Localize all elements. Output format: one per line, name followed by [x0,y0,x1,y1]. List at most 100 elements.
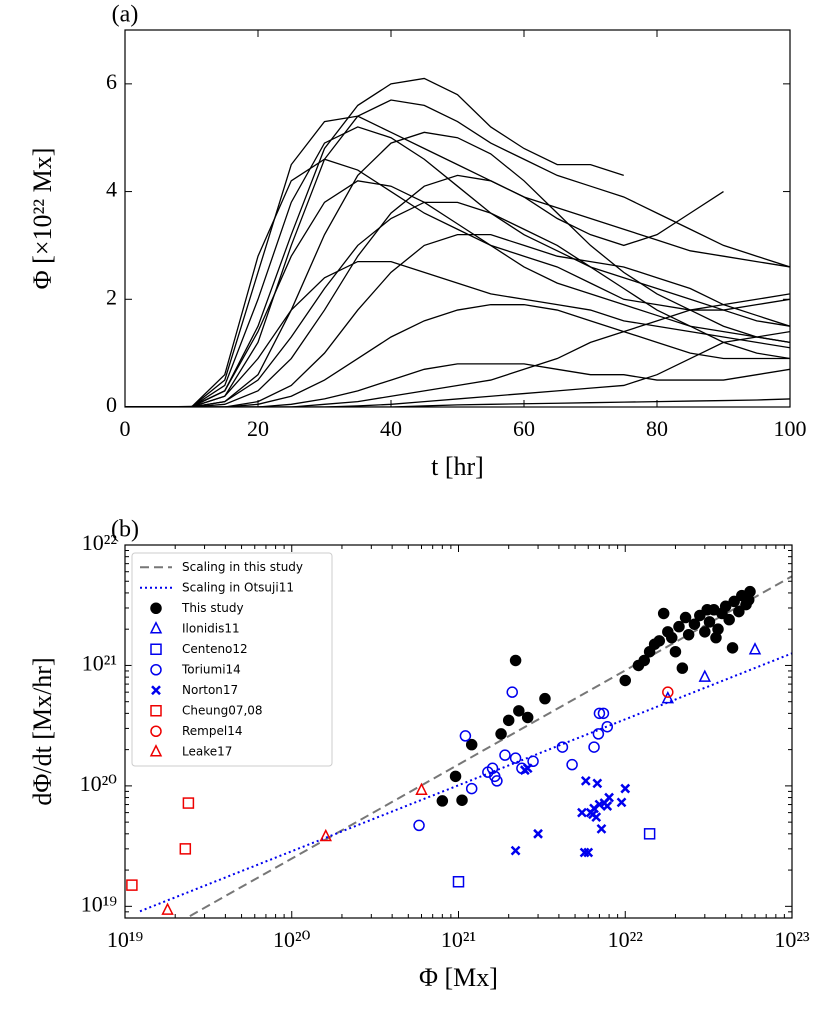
y-tick-label: 6 [106,69,117,94]
point [436,795,449,807]
legend-marker [150,643,162,655]
line-series [125,180,790,407]
point [694,609,706,622]
line-series [125,398,790,407]
line-series [125,234,790,407]
line-series [125,77,624,407]
point [638,654,651,667]
point [665,631,678,644]
point [742,594,755,606]
point [577,807,587,818]
legend-marker [151,685,161,696]
legend-label: Leake17 [182,744,232,758]
point [521,711,534,724]
point [161,902,174,915]
point [620,783,631,794]
x-tick-label: 60 [513,416,535,441]
legend-marker [150,705,162,717]
point [679,611,692,624]
point [502,714,515,727]
point [653,635,666,647]
x-tick-label: 10¹⁹ [107,927,144,952]
point [588,809,598,820]
line-series [125,260,790,407]
point [486,762,499,775]
x-tick-label: 80 [646,416,668,441]
point [701,604,713,616]
point [682,628,695,641]
point [415,782,428,795]
legend-marker [149,621,163,634]
point [413,819,425,832]
line-series [125,363,790,407]
x-tick-label: 10²⁰ [273,927,311,952]
x-axis-label: Φ [Mx] [419,963,498,992]
point [533,828,543,839]
line-series [125,158,790,407]
point [527,755,539,768]
axes-frame [124,29,791,408]
y-axis-label: dΦ/dt [Mx/hr] [28,657,57,805]
point [588,741,600,753]
point [491,775,503,787]
x-tick-label: 100 [774,416,807,441]
point [522,763,533,774]
panel-label: (b) [111,517,139,543]
point [604,792,614,803]
line-series [125,330,790,407]
point [182,797,195,809]
legend: Scaling in this study Scaling in Otsuji11… [131,552,333,767]
legend-label: Ilonidis11 [182,621,240,635]
y-tick-label: 4 [106,177,117,202]
y-tick-label: 10¹⁹ [81,891,118,916]
point [602,801,613,811]
x-tick-label: 10²³ [774,927,810,952]
legend-label: Norton17 [182,683,238,697]
point [566,758,578,771]
line-series [125,293,790,407]
point [459,730,472,742]
y-tick-label: 2 [106,284,117,309]
legend-label: Cheung07,08 [182,703,263,717]
point [583,847,594,858]
legend-label: Scaling in this study [182,560,303,574]
point [643,828,656,840]
point [601,720,614,733]
line-series [125,201,790,407]
point [673,620,685,633]
point [669,645,682,658]
point [449,770,462,783]
x-tick-label: 0 [120,416,131,441]
point [509,752,522,764]
line-series [139,652,792,913]
y-tick-label: 10²⁰ [80,771,118,796]
point [616,797,627,808]
point [710,631,722,644]
x-tick-label: 10²² [608,927,644,952]
y-tick-label: 0 [106,392,117,417]
point [703,616,716,628]
point [499,749,511,761]
legend-label: Toriumi14 [181,662,241,676]
point [593,707,606,720]
point [688,618,701,630]
panel-label: (a) [112,2,139,28]
point [728,595,740,608]
line-series [125,174,724,407]
x-tick-label: 40 [380,416,402,441]
line-series [125,99,790,407]
y-tick-label: 10²¹ [82,650,117,675]
point [699,626,711,638]
point [509,654,522,667]
point [719,600,732,613]
point [661,690,675,704]
point [506,686,518,698]
point [510,845,521,856]
point [596,823,607,834]
legend-label: Centeno12 [182,642,248,656]
point [513,705,525,717]
point [592,728,605,740]
legend-label: This study [181,601,244,615]
point [465,782,478,795]
